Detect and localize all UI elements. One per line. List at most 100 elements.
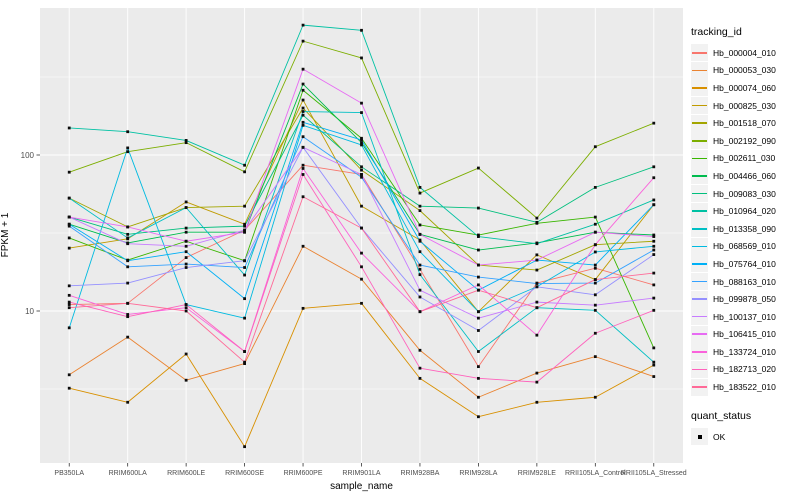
- x-tick-label: RRII105LA_Control: [565, 470, 626, 477]
- data-point: [184, 141, 188, 145]
- data-point: [360, 173, 363, 176]
- data-point: [126, 225, 130, 229]
- data-point: [243, 224, 246, 228]
- data-point: [418, 267, 422, 271]
- data-point: [477, 376, 480, 380]
- data-point: [535, 333, 539, 337]
- data-point: [360, 277, 363, 281]
- data-point: [652, 165, 656, 169]
- legend-line-swatch: [692, 157, 707, 160]
- data-point: [652, 346, 656, 350]
- data-point: [126, 232, 130, 236]
- x-tick-label: RRIM901LA: [342, 470, 380, 477]
- data-point: [652, 239, 656, 243]
- legend-key-box: [691, 428, 708, 446]
- data-point: [301, 67, 305, 71]
- x-tick-label: RRIM600SE: [225, 470, 264, 477]
- data-point: [418, 310, 422, 314]
- data-point: [652, 283, 656, 287]
- legend-title-tracking-id: tracking_id: [691, 26, 742, 38]
- legend-item-Hb_000053_030: Hb_000053_030: [691, 61, 799, 80]
- legend-line-swatch: [692, 175, 707, 177]
- legend-item-Hb_100137_010: Hb_100137_010: [691, 308, 799, 326]
- legend-line-swatch: [692, 192, 707, 195]
- data-point: [184, 378, 188, 382]
- legend-line-swatch: [692, 210, 707, 212]
- data-point: [652, 248, 656, 252]
- legend-key-box: [691, 97, 708, 115]
- legend-key-box: [691, 61, 708, 79]
- legend-line-swatch: [692, 245, 707, 248]
- data-point: [593, 230, 597, 234]
- legend-key-box: [691, 237, 708, 255]
- legend-items: Hb_000004_010 Hb_000053_030 Hb_000074_060 H…: [691, 44, 799, 396]
- data-point: [301, 167, 305, 170]
- data-point: [360, 138, 363, 142]
- data-point: [652, 235, 656, 238]
- legend-item-Hb_106415_010: Hb_106415_010: [691, 325, 799, 344]
- data-point: [243, 259, 246, 263]
- x-tick-label: RRIM928BA: [401, 470, 440, 477]
- legend-item-Hb_000074_060: Hb_000074_060: [691, 79, 799, 97]
- data-point: [535, 285, 539, 289]
- data-point: [593, 308, 597, 312]
- data-point: [477, 283, 480, 287]
- legend-item-Hb_000825_030: Hb_000825_030: [691, 97, 799, 115]
- legend-item-label: Hb_004466_060: [713, 170, 776, 181]
- data-point: [418, 366, 422, 370]
- data-point: [67, 236, 71, 240]
- legend-item-label: Hb_000825_030: [713, 100, 776, 111]
- legend-line-swatch: [692, 386, 707, 388]
- data-point: [593, 222, 597, 226]
- data-point: [67, 222, 71, 226]
- data-point: [418, 263, 422, 267]
- data-point: [418, 376, 422, 380]
- legend-item-Hb_099878_050: Hb_099878_050: [691, 290, 799, 308]
- legend-key-box: [691, 185, 708, 203]
- legend-item-Hb_000004_010: Hb_000004_010: [691, 44, 799, 62]
- data-point: [126, 150, 130, 154]
- data-point: [67, 170, 71, 174]
- data-point: [184, 262, 188, 266]
- data-point: [67, 126, 71, 130]
- data-point: [301, 244, 305, 248]
- data-point: [243, 445, 246, 449]
- data-point: [67, 196, 71, 200]
- data-point: [301, 106, 305, 110]
- data-point: [301, 113, 305, 117]
- data-point: [477, 395, 480, 399]
- legend-key-box: [691, 79, 708, 97]
- legend-item-ok: OK: [691, 428, 799, 446]
- legend-key-box: [691, 325, 708, 343]
- legend-item-label: Hb_000074_060: [713, 82, 776, 93]
- data-point: [243, 170, 246, 174]
- legend-quant-status: quant_status OK: [691, 410, 799, 446]
- data-point: [301, 23, 305, 27]
- data-point: [126, 400, 130, 404]
- data-point: [126, 236, 130, 240]
- data-point: [652, 176, 656, 180]
- data-point: [301, 120, 305, 124]
- ok-square-icon: [697, 434, 702, 439]
- data-point: [535, 400, 539, 404]
- data-point: [652, 203, 656, 207]
- data-point: [243, 350, 246, 353]
- legend-line-swatch: [692, 263, 707, 265]
- data-point: [360, 175, 363, 179]
- legend-item-Hb_088163_010: Hb_088163_010: [691, 273, 799, 291]
- legend-item-label: Hb_013358_090: [713, 223, 776, 234]
- legend-line-swatch: [692, 104, 707, 107]
- x-tick-label: RRIM600LA: [109, 470, 147, 477]
- data-point: [418, 232, 422, 236]
- data-point: [301, 98, 305, 102]
- data-point: [360, 101, 363, 105]
- data-point: [477, 415, 480, 419]
- data-point: [184, 309, 188, 313]
- legend-key-box: [691, 132, 708, 150]
- legend-key-box: [691, 360, 708, 378]
- data-point: [360, 111, 363, 114]
- legend-line-swatch: [692, 280, 707, 283]
- data-point: [652, 375, 656, 378]
- data-point: [67, 306, 71, 310]
- legend-item-label: Hb_001518_070: [713, 118, 776, 129]
